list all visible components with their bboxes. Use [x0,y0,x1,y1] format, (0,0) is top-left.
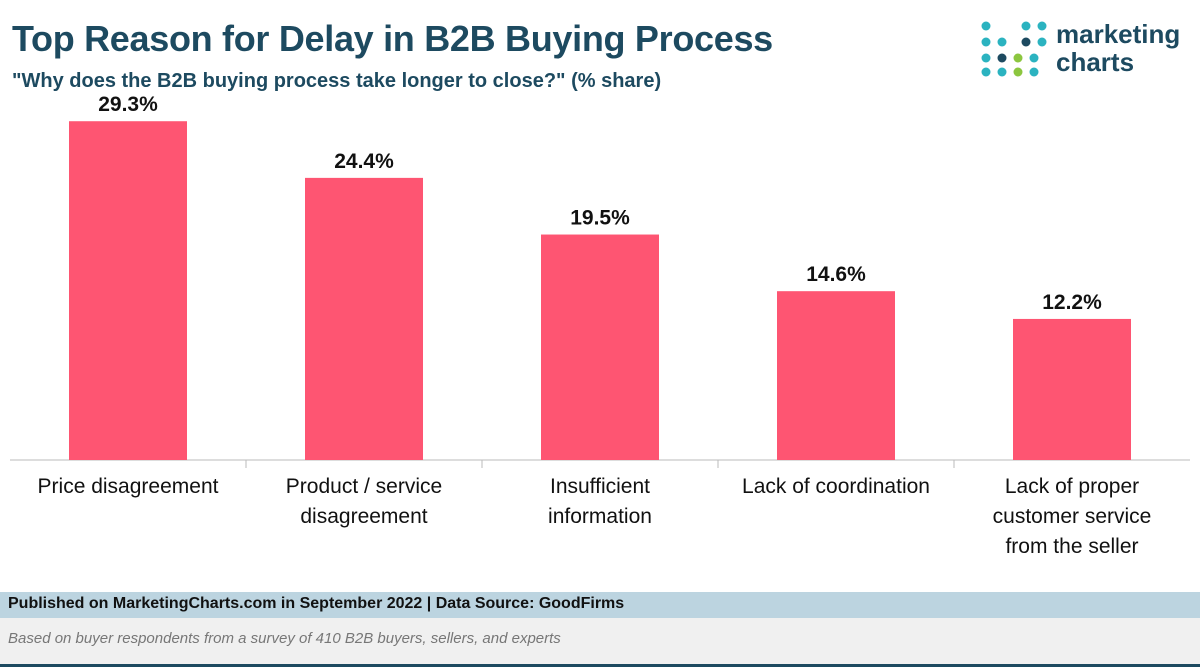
category-label: Price disagreement [38,475,219,498]
bar [1013,318,1131,460]
category-label-line: Lack of proper [1005,475,1139,498]
marketingcharts-logo: marketing charts [980,20,1195,80]
footer-note-band: Based on buyer respondents from a survey… [0,618,1200,667]
bar-value-label: 19.5% [570,207,630,230]
bar [541,234,659,460]
footer-source-band: Published on MarketingCharts.com in Sept… [0,592,1200,618]
bottom-divider [0,664,1200,667]
category-label-line: from the seller [1005,535,1138,558]
category-label-line: disagreement [300,505,427,528]
category-label-line: customer service [993,505,1152,528]
footer-published-text: Published on MarketingCharts.com in Sept… [8,595,625,612]
bar-chart: 29.3% Price disagreement 24.4% Product / se… [10,93,1190,558]
category-label-line: Product / service [286,475,442,498]
category-label-line: Insufficient [550,475,650,498]
bar [305,177,423,460]
bar [777,291,895,460]
chart-title: Top Reason for Delay in B2B Buying Proce… [12,18,773,59]
category-label-line: information [548,505,652,528]
bar-value-label: 29.3% [98,93,158,116]
logo-text-line1: marketing [1056,19,1181,49]
footer-note-text: Based on buyer respondents from a survey… [8,630,561,647]
bar-value-label: 24.4% [334,150,394,173]
logo-dots-icon [981,21,1047,77]
bar-value-label: 14.6% [806,263,866,286]
category-label: Lack of proper customer service from the s… [993,475,1152,558]
category-label: Insufficient information [548,475,652,528]
category-label-line: Price disagreement [38,475,219,498]
category-label: Product / service disagreement [286,475,442,528]
chart-subtitle: "Why does the B2B buying process take lo… [12,70,662,92]
logo-text-line2: charts [1056,47,1135,77]
category-label-line: Lack of coordination [742,475,930,498]
bar-value-label: 12.2% [1042,291,1102,314]
category-label: Lack of coordination [742,475,930,498]
bar [69,121,187,460]
